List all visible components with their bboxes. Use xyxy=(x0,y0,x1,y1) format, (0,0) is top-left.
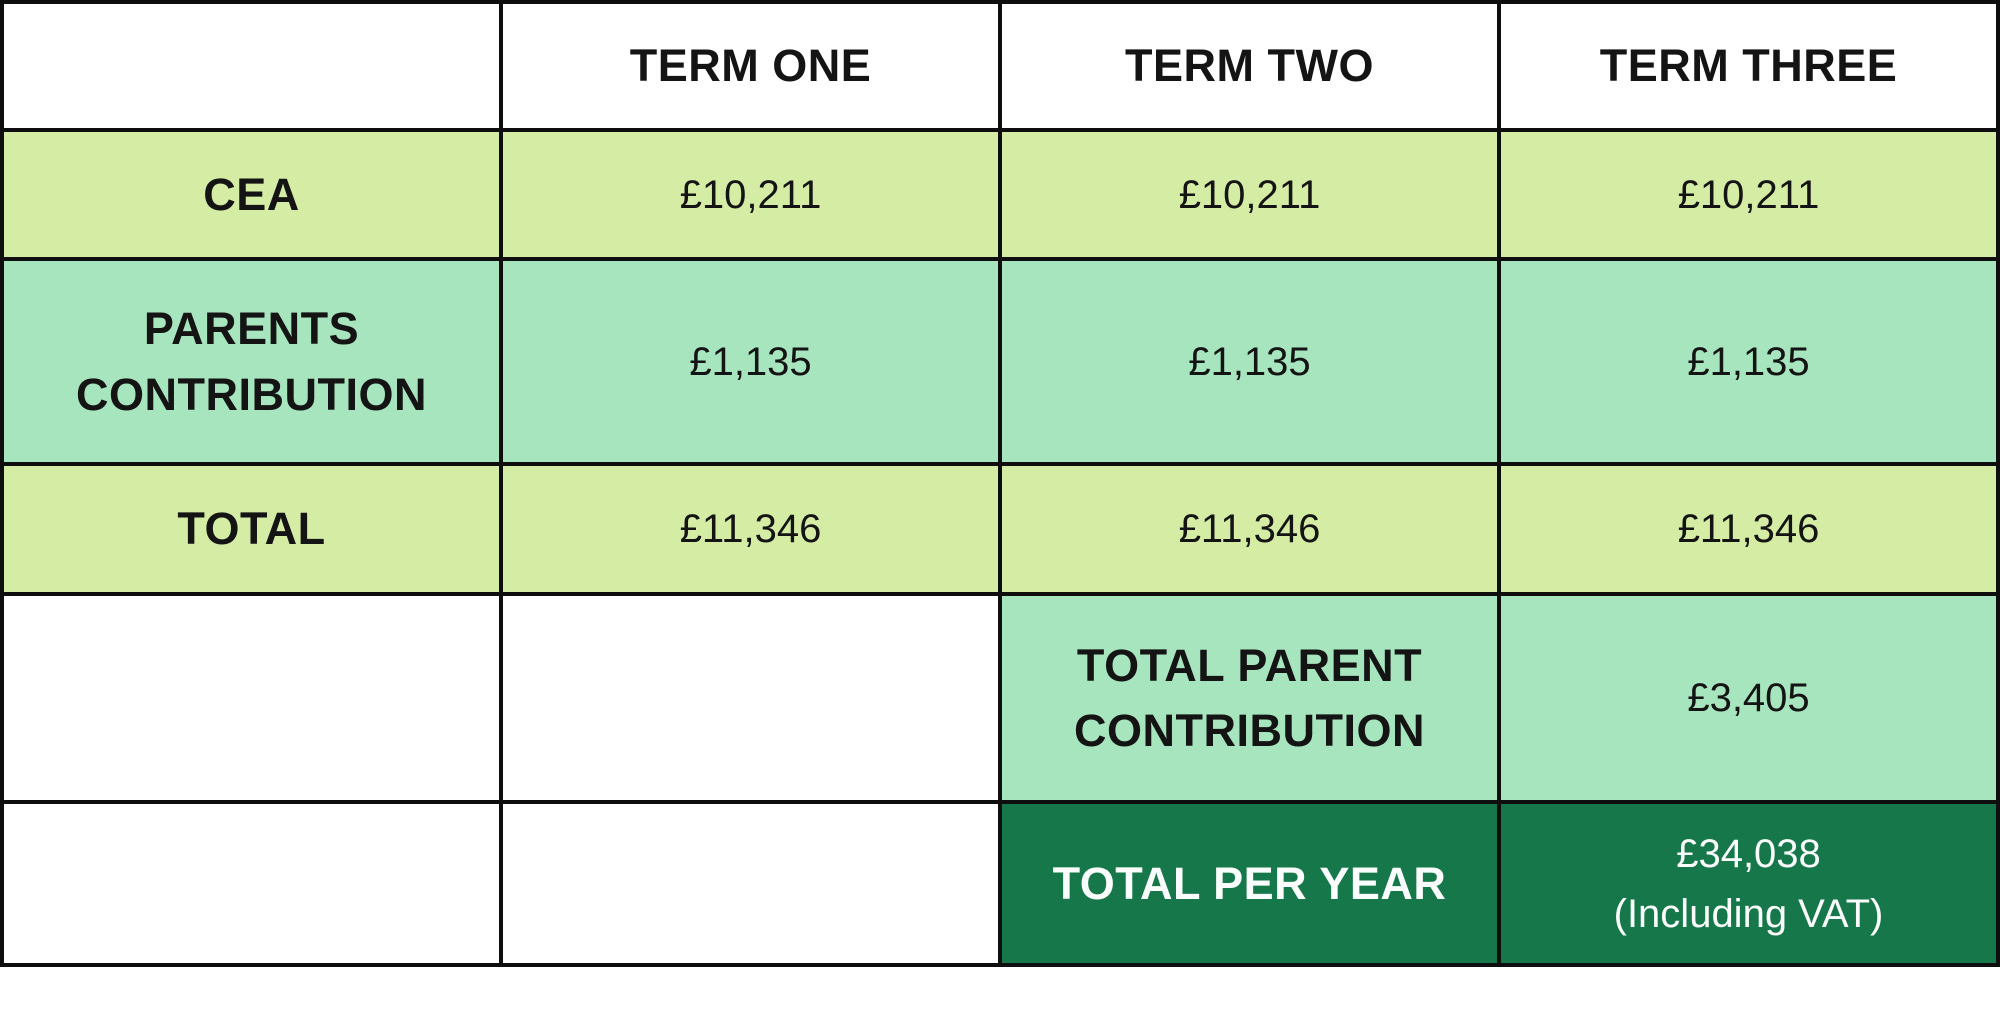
header-term-three: TERM THREE xyxy=(1497,0,2000,132)
row-label-parents-contribution: PARENTS CONTRIBUTION xyxy=(0,257,503,466)
total-term-three-value: £11,346 xyxy=(1497,462,2000,596)
row-parents-contribution: PARENTS CONTRIBUTION £1,135 £1,135 £1,13… xyxy=(0,257,2000,466)
parents-term-two-value: £1,135 xyxy=(998,257,1501,466)
fees-table: TERM ONE TERM TWO TERM THREE CEA £10,211… xyxy=(0,0,2000,967)
row-label-total: TOTAL xyxy=(0,462,503,596)
row-cea: CEA £10,211 £10,211 £10,211 xyxy=(0,128,2000,261)
parents-term-three-value: £1,135 xyxy=(1497,257,2000,466)
empty-cell xyxy=(499,592,1002,804)
total-per-year-vat-note: (Including VAT) xyxy=(1613,891,1884,936)
empty-cell xyxy=(499,800,1002,967)
label-total-per-year: TOTAL PER YEAR xyxy=(998,800,1501,967)
empty-cell xyxy=(0,592,503,804)
header-term-one: TERM ONE xyxy=(499,0,1002,132)
total-term-two-value: £11,346 xyxy=(998,462,1501,596)
total-parent-contribution-value: £3,405 xyxy=(1497,592,2000,804)
cea-term-three-value: £10,211 xyxy=(1497,128,2000,261)
label-total-parent-contribution: TOTAL PARENT CONTRIBUTION xyxy=(998,592,1501,804)
corner-cell xyxy=(0,0,503,132)
cea-term-one-value: £10,211 xyxy=(499,128,1002,261)
header-row: TERM ONE TERM TWO TERM THREE xyxy=(0,0,2000,132)
parents-term-one-value: £1,135 xyxy=(499,257,1002,466)
total-per-year-amount: £34,038 xyxy=(1676,831,1821,876)
row-total: TOTAL £11,346 £11,346 £11,346 xyxy=(0,462,2000,596)
cea-term-two-value: £10,211 xyxy=(998,128,1501,261)
total-term-one-value: £11,346 xyxy=(499,462,1002,596)
header-term-two: TERM TWO xyxy=(998,0,1501,132)
row-total-per-year: TOTAL PER YEAR £34,038 (Including VAT) xyxy=(0,800,2000,967)
row-total-parent-contribution: TOTAL PARENT CONTRIBUTION £3,405 xyxy=(0,592,2000,804)
empty-cell xyxy=(0,800,503,967)
row-label-cea: CEA xyxy=(0,128,503,261)
total-per-year-value: £34,038 (Including VAT) xyxy=(1497,800,2000,967)
